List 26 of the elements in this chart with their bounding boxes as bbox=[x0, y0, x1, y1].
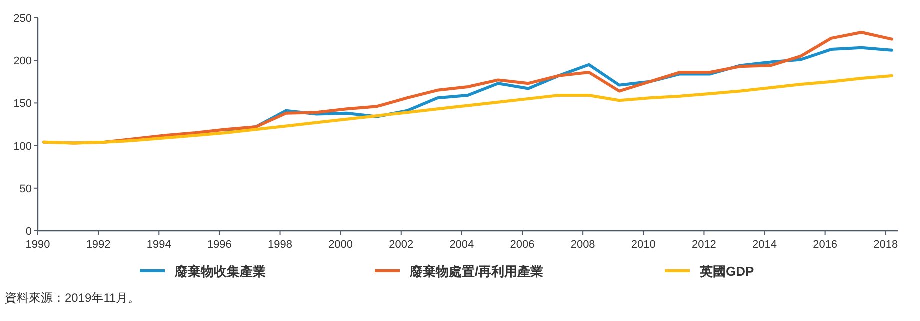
x-tick-label: 1990 bbox=[26, 239, 50, 251]
x-tick-label: 2008 bbox=[570, 239, 596, 251]
line-series bbox=[42, 74, 894, 145]
legend-label: 廢棄物收集產業 bbox=[174, 264, 266, 279]
x-tick-label: 1998 bbox=[268, 239, 292, 251]
x-tick-label: 2004 bbox=[450, 239, 474, 251]
x-tick-label: 1994 bbox=[146, 239, 172, 251]
legend-label: 廢棄物處置/再利用產業 bbox=[409, 264, 544, 279]
y-tick-label: 150 bbox=[14, 98, 32, 110]
x-tick-label: 2018 bbox=[874, 239, 898, 251]
x-tick-label: 1992 bbox=[86, 239, 111, 251]
x-tick-label: 2014 bbox=[752, 239, 778, 251]
legend-label: 英國GDP bbox=[699, 264, 754, 279]
x-tick-label: 2016 bbox=[813, 239, 838, 251]
y-tick-label: 250 bbox=[14, 13, 32, 25]
y-tick-label: 50 bbox=[20, 183, 32, 196]
source-note: 資料來源：2019年11月。 bbox=[5, 291, 140, 305]
x-tick-label: 2010 bbox=[631, 239, 656, 251]
x-tick-label: 2002 bbox=[389, 239, 414, 251]
y-tick-label: 100 bbox=[14, 140, 32, 153]
x-tick-label: 2012 bbox=[692, 239, 716, 251]
x-tick-label: 1996 bbox=[207, 239, 232, 251]
x-tick-label: 2006 bbox=[510, 239, 535, 251]
y-tick-label: 0 bbox=[26, 226, 32, 238]
x-tick-label: 2000 bbox=[328, 239, 354, 251]
y-tick-label: 200 bbox=[14, 56, 32, 68]
